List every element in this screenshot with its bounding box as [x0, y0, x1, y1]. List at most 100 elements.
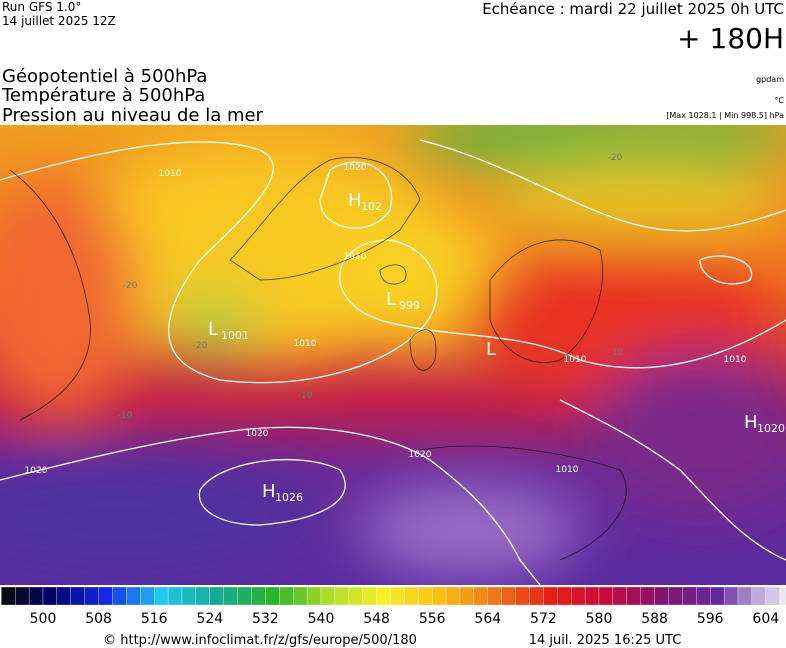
- colorbar-label: 572: [530, 611, 557, 627]
- colorbar-label: 508: [85, 611, 112, 627]
- color-swatch: [404, 586, 419, 606]
- isobar-label: 1010: [159, 169, 182, 179]
- colorbar-label: 604: [752, 611, 779, 627]
- field-name: Température à 500hPa: [1, 85, 205, 106]
- color-swatch: [598, 586, 614, 606]
- temperature-label: -10: [609, 348, 624, 358]
- color-swatch: [751, 586, 766, 606]
- isobar-label: 1010: [564, 355, 587, 365]
- center-type: H: [348, 190, 362, 211]
- color-swatch: [167, 586, 183, 606]
- color-swatch: [612, 586, 627, 606]
- isobar-label: 1020: [25, 466, 48, 476]
- color-swatch: [723, 586, 739, 606]
- colorbar-label: 548: [363, 611, 390, 627]
- color-swatch: [279, 586, 294, 606]
- colorbar-label: 532: [252, 611, 279, 627]
- color-swatch: [668, 586, 683, 606]
- color-swatch: [28, 586, 44, 606]
- forecast-time: Echéance : mardi 22 juillet 2025 0h UTC: [482, 0, 784, 18]
- color-swatch: [181, 586, 197, 606]
- color-swatch: [140, 586, 155, 606]
- center-type: L: [386, 289, 396, 310]
- color-swatch: [432, 586, 447, 606]
- color-swatch: [42, 586, 58, 606]
- color-swatch: [56, 586, 71, 606]
- unit-label: °C: [774, 96, 784, 105]
- color-swatch: [571, 586, 586, 606]
- color-swatch: [473, 586, 488, 606]
- color-swatch: [348, 586, 363, 606]
- color-swatch: [584, 586, 600, 606]
- color-swatch: [362, 586, 377, 606]
- color-swatch: [557, 586, 572, 606]
- color-swatch: [445, 586, 461, 606]
- center-value: 1026: [275, 491, 303, 504]
- isobar-label: 1010: [344, 252, 367, 262]
- color-swatch: [543, 586, 558, 606]
- isobar-label: 1010: [294, 339, 317, 349]
- temperature-label: -20: [123, 281, 138, 291]
- map-field: [0, 125, 786, 585]
- center-value: 1001: [221, 329, 249, 342]
- color-swatch: [15, 586, 30, 606]
- run-label: Run GFS 1.0°: [2, 0, 81, 14]
- temperature-label: -20: [193, 341, 208, 351]
- colorbar-label: 556: [419, 611, 446, 627]
- run-date: 14 juillet 2025 12Z: [2, 14, 116, 28]
- color-swatch: [306, 586, 322, 606]
- color-swatch: [293, 586, 308, 606]
- center-value: 1020: [757, 422, 785, 435]
- colorbar-label: 524: [196, 611, 223, 627]
- source-link: © http://www.infoclimat.fr/z/gfs/europe/…: [103, 633, 417, 648]
- colorbar-label: 516: [141, 611, 168, 627]
- isobar-label: 1020: [409, 450, 432, 460]
- center-type: H: [744, 412, 758, 433]
- color-swatch: [682, 586, 697, 606]
- color-swatch: [265, 586, 280, 606]
- colorbar-label: 596: [697, 611, 724, 627]
- color-swatch: [640, 586, 655, 606]
- color-swatch: [779, 586, 786, 606]
- color-swatch: [487, 586, 502, 606]
- color-swatch: [501, 586, 516, 606]
- color-swatch: [626, 586, 641, 606]
- color-swatch: [710, 586, 725, 606]
- center-type: L: [486, 339, 496, 360]
- color-swatch: [154, 586, 169, 606]
- center-type: L: [208, 319, 218, 340]
- unit-label: [Max 1028.1 | Min 998.5] hPa: [666, 111, 784, 120]
- color-swatch: [320, 586, 336, 606]
- unit-label: gpdam: [756, 75, 784, 84]
- color-swatch: [1, 586, 16, 606]
- isobar-label: 1020: [344, 163, 367, 173]
- color-swatch: [765, 586, 780, 606]
- center-value: 102: [361, 200, 382, 213]
- isobar-label: 1020: [246, 429, 269, 439]
- color-swatch: [696, 586, 711, 606]
- color-swatch: [112, 586, 127, 606]
- color-swatch: [376, 586, 391, 606]
- color-swatch: [334, 586, 349, 606]
- temperature-label: -20: [608, 153, 623, 163]
- color-swatch: [84, 586, 99, 606]
- center-value: 999: [399, 299, 420, 312]
- color-swatch: [237, 586, 252, 606]
- color-swatch: [515, 586, 530, 606]
- color-swatch: [418, 586, 433, 606]
- color-swatch: [459, 586, 475, 606]
- temperature-label: -10: [118, 411, 133, 421]
- color-swatch: [209, 586, 224, 606]
- color-swatch: [390, 586, 405, 606]
- color-swatch: [98, 586, 113, 606]
- temperature-label: -10: [298, 391, 313, 401]
- color-swatch: [737, 586, 753, 606]
- color-swatch: [126, 586, 141, 606]
- color-swatch: [70, 586, 85, 606]
- colorbar-label: 500: [30, 611, 57, 627]
- lead-time: + 180H: [677, 22, 784, 55]
- colorbar: 500 508 516 524 532 540 548 556 564 572 580 588 596 6…: [1, 586, 786, 627]
